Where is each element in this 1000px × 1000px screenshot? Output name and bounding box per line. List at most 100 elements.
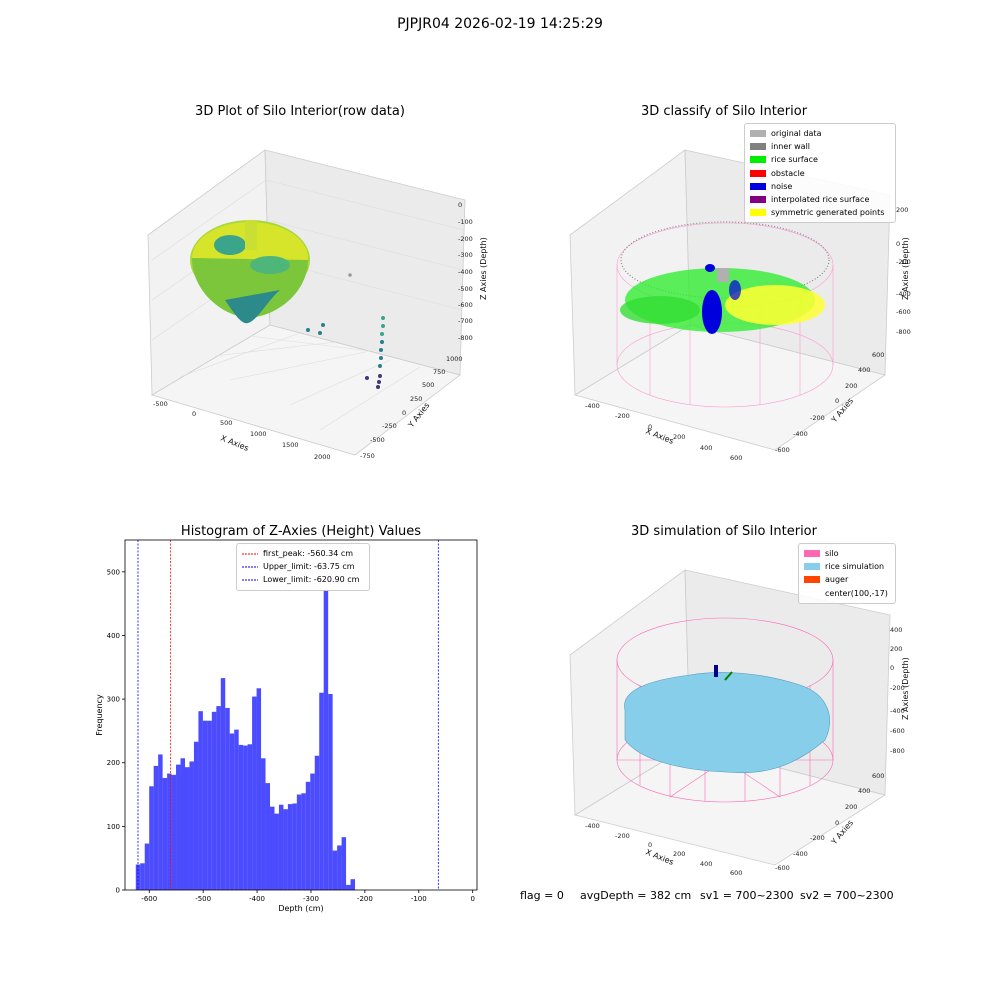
raw-z-tick: 0 bbox=[458, 201, 462, 209]
legend-label: center(100,-17) bbox=[825, 588, 888, 598]
classify-x-tick: 0 bbox=[648, 423, 652, 431]
simulation-z-tick: -600 bbox=[890, 727, 905, 735]
histogram-bar bbox=[256, 688, 262, 890]
histogram-bar bbox=[198, 711, 203, 890]
simulation-z-tick: 200 bbox=[890, 645, 902, 653]
histogram-y-tick-label: 0 bbox=[116, 887, 120, 895]
legend-label: rice surface bbox=[771, 155, 818, 165]
raw-x-tick: -500 bbox=[153, 400, 168, 408]
legend-item: noise bbox=[750, 180, 890, 193]
simulation-z-tick: -800 bbox=[890, 747, 905, 755]
raw-x-axis-label: X Axies bbox=[219, 434, 250, 453]
histogram-frame bbox=[124, 539, 478, 891]
legend-item: rice simulation bbox=[804, 560, 890, 573]
histogram-bar bbox=[167, 773, 172, 890]
histogram-y-tick-label: 100 bbox=[107, 823, 120, 831]
histogram-bar bbox=[314, 755, 320, 890]
legend-swatch bbox=[804, 550, 820, 558]
simulation-y-tick: 0 bbox=[835, 819, 839, 827]
legend-label: original data bbox=[771, 129, 822, 139]
simulation-z-axis-label: Z Axies (Depth) bbox=[901, 657, 910, 720]
classify-legend: original data inner wall rice surface ob… bbox=[744, 123, 896, 224]
legend-item: interpolated rice surface bbox=[750, 193, 890, 206]
histogram-bar bbox=[162, 778, 168, 890]
histogram-y-axis-label: Frequency bbox=[95, 694, 104, 736]
histogram-x-ticks: -600 -500 -400 -300 -200 -100 0 bbox=[141, 890, 475, 903]
legend-label: interpolated rice surface bbox=[771, 195, 870, 205]
classify-y-tick: 400 bbox=[858, 366, 870, 374]
legend-label: obstacle bbox=[771, 168, 805, 178]
histogram-chart: -600 -500 -400 -300 -200 -100 0 0 100 200 300 400 5… bbox=[95, 539, 478, 913]
legend-swatch bbox=[750, 182, 766, 190]
histogram-bars bbox=[135, 556, 356, 890]
histogram-bar bbox=[140, 863, 145, 890]
classify-plot-title: 3D classify of Silo Interior bbox=[640, 104, 808, 119]
legend-item: rice surface bbox=[750, 153, 890, 166]
histogram-bar bbox=[296, 794, 302, 890]
classify-z-tick: -800 bbox=[896, 328, 911, 336]
histogram-bar bbox=[171, 774, 177, 890]
histogram-bar bbox=[176, 764, 181, 890]
legend-swatch bbox=[804, 563, 820, 571]
classify-y-tick: -200 bbox=[810, 414, 825, 422]
raw-x-tick: 1500 bbox=[282, 441, 299, 449]
legend-swatch bbox=[750, 130, 766, 138]
classify-z-tick: -200 bbox=[896, 258, 911, 266]
histogram-bar bbox=[319, 692, 324, 890]
simulation-3d-plot: -400 -200 0 200 400 600 -600 -400 -200 0… bbox=[569, 569, 910, 877]
classify-y-tick: -600 bbox=[775, 446, 790, 454]
raw-z-tick: -200 bbox=[458, 235, 473, 243]
simulation-z-tick: 400 bbox=[890, 626, 902, 634]
classify-z-tick: -600 bbox=[896, 308, 911, 316]
histogram-bar bbox=[229, 733, 235, 890]
classify-noise-points bbox=[702, 264, 741, 334]
histogram-bar bbox=[184, 767, 190, 890]
histogram-bar bbox=[350, 879, 356, 890]
raw-y-tick: -250 bbox=[382, 422, 397, 430]
legend-swatch bbox=[750, 196, 766, 204]
raw-z-tick: -800 bbox=[458, 334, 473, 342]
classify-y-tick: 200 bbox=[845, 382, 857, 390]
histogram-bar bbox=[211, 711, 217, 890]
histogram-bar bbox=[310, 773, 315, 890]
histogram-y-ticks: 0 100 200 300 400 500 bbox=[107, 568, 125, 895]
legend-line-blue bbox=[242, 566, 258, 568]
status-sv1: sv1 = 700~2300 bbox=[700, 889, 794, 902]
raw-z-axis-label: Z Axies (Depth) bbox=[479, 237, 488, 300]
simulation-x-tick: -200 bbox=[615, 832, 630, 840]
raw-x-tick: 500 bbox=[220, 419, 232, 427]
legend-label: silo bbox=[825, 549, 839, 559]
simulation-auger bbox=[714, 665, 733, 681]
raw-x-tick: 2000 bbox=[314, 453, 331, 461]
legend-item: first_peak: -560.34 cm bbox=[242, 547, 364, 560]
histogram-bar bbox=[225, 708, 230, 890]
histogram-bar bbox=[283, 809, 288, 890]
histogram-x-tick-label: -400 bbox=[249, 895, 265, 903]
histogram-x-tick-label: 0 bbox=[470, 895, 474, 903]
raw-plot-title: 3D Plot of Silo Interior(row data) bbox=[195, 104, 405, 119]
raw-x-tick: 1000 bbox=[250, 430, 267, 438]
legend-item: Upper_limit: -63.75 cm bbox=[242, 560, 364, 573]
histogram-bar bbox=[261, 758, 266, 890]
legend-swatch bbox=[750, 209, 766, 217]
legend-line-red bbox=[242, 553, 258, 555]
histogram-bar bbox=[180, 758, 185, 890]
raw-outlier-points bbox=[306, 273, 385, 389]
classify-original-points bbox=[717, 268, 729, 282]
simulation-z-tick: 0 bbox=[890, 664, 894, 672]
status-sv2: sv2 = 700~2300 bbox=[800, 889, 894, 902]
classify-x-tick: -400 bbox=[585, 402, 600, 410]
raw-3d-gridlines bbox=[151, 179, 465, 431]
histogram-x-tick-label: -200 bbox=[357, 895, 373, 903]
histogram-bar bbox=[252, 696, 257, 890]
classify-x-tick: 600 bbox=[730, 454, 742, 462]
legend-label: symmetric generated points bbox=[771, 208, 885, 218]
legend-item: obstacle bbox=[750, 167, 890, 180]
raw-z-tick: -300 bbox=[458, 251, 473, 259]
histogram-bar bbox=[193, 741, 199, 890]
legend-item: original data bbox=[750, 127, 890, 140]
classify-x-tick: 400 bbox=[700, 444, 712, 452]
legend-item: Lower_limit: -620.90 cm bbox=[242, 573, 364, 586]
histogram-bar bbox=[238, 744, 244, 890]
histogram-bar bbox=[287, 804, 293, 890]
